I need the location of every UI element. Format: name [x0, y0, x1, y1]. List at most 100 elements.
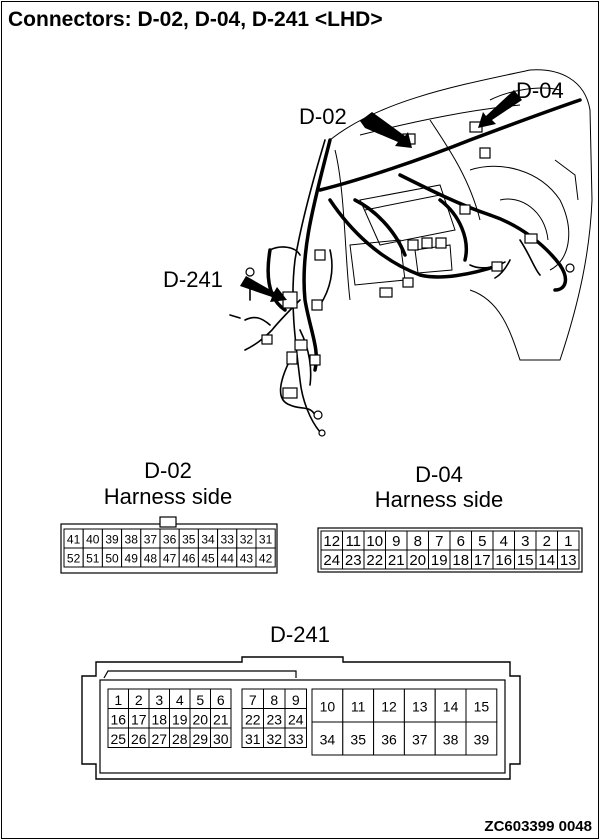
d02-pin: 42: [259, 552, 273, 566]
d241-left-pin: 21: [213, 711, 229, 727]
d241-left-pin: 20: [192, 711, 208, 727]
d04-pin: 24: [323, 552, 340, 569]
d241-left-pin: 29: [192, 731, 208, 747]
d02-pin: 44: [221, 552, 235, 566]
d241-left-pin: 16: [110, 711, 126, 727]
d241-left-pin: 26: [131, 731, 147, 747]
harness-illustration: [229, 69, 593, 437]
arrow-d02: [360, 112, 412, 148]
d04-pin: 4: [500, 533, 508, 550]
callout-d02: D-02: [299, 104, 347, 129]
d241-right-pin: 10: [320, 699, 336, 715]
d241-left-pin: 5: [196, 692, 204, 708]
d241-mid-cell: [284, 727, 307, 748]
d04-cell: [557, 549, 580, 570]
d04-pin: 23: [345, 552, 362, 569]
d241-mid-pin: 32: [266, 731, 282, 747]
d241-left-pin: 18: [151, 711, 167, 727]
d04-pin: 19: [431, 552, 448, 569]
d241-inner: [99, 679, 506, 774]
d241-right-pin: 39: [474, 732, 490, 748]
d02-latch: [159, 516, 177, 528]
d241-left-pin: 1: [114, 692, 122, 708]
d241-left-pin: 2: [135, 692, 143, 708]
d02-pin: 46: [182, 552, 196, 566]
d02-pin: 37: [144, 533, 158, 547]
d241-mid-pin: 33: [288, 731, 304, 747]
d241-left-pin: 6: [217, 692, 225, 708]
d241-right-pin: 15: [474, 699, 490, 715]
callout-d241: D-241: [163, 267, 223, 292]
d04-pin: 12: [323, 533, 340, 550]
d241-mid-pin: 8: [270, 692, 278, 708]
d04-pin: 13: [560, 552, 577, 569]
d241-name: D-241: [270, 622, 330, 647]
d241-right-pin: 12: [381, 699, 397, 715]
d241-mid-pin: 9: [292, 692, 300, 708]
d241-right-cell: [465, 721, 498, 756]
d04-pin: 15: [517, 552, 534, 569]
d04-pin: 5: [478, 533, 486, 550]
d241-right-pin: 38: [443, 732, 459, 748]
d241-left-pin: 17: [131, 711, 147, 727]
d04-pin: 9: [392, 533, 400, 550]
d241-left-pin: 25: [110, 731, 126, 747]
d241-left-pin: 27: [151, 731, 167, 747]
d02-side-label: Harness side: [103, 484, 233, 509]
d241-left-cell: [210, 727, 232, 748]
d02-pin: 35: [182, 533, 196, 547]
d241-mid-pin: 31: [245, 731, 261, 747]
d241-mid-pin: 22: [245, 711, 261, 727]
d02-pin: 32: [240, 533, 254, 547]
d04-pin: 3: [521, 533, 529, 550]
figure-code: ZC603399 0048: [484, 818, 592, 835]
d241-mid-pin: 24: [288, 711, 304, 727]
d241-right-pin: 13: [412, 699, 428, 715]
d241-left-pin: 28: [172, 731, 188, 747]
d241-right-cell: [311, 721, 344, 756]
d241-key: [103, 670, 297, 679]
arrow-d04: [478, 90, 522, 128]
d04-pin: 11: [345, 533, 361, 550]
d04-pin: 22: [366, 552, 383, 569]
d02-pin: 34: [201, 533, 215, 547]
page-title: Connectors: D-02, D-04, D-241 <LHD>: [8, 8, 383, 31]
d04-pin: 2: [543, 533, 551, 550]
d241-right-pin: 35: [350, 732, 366, 748]
d241-left-pin: 19: [172, 711, 188, 727]
d02-pin: 45: [201, 552, 215, 566]
d04-pin: 18: [452, 552, 469, 569]
d04-name: D-04: [415, 462, 463, 487]
d241-mid-pin: 23: [266, 711, 282, 727]
d04-pin: 20: [409, 552, 426, 569]
d02-name: D-02: [144, 458, 192, 483]
d02-pin: 51: [86, 552, 100, 566]
d241-right-pin: 36: [381, 732, 397, 748]
d241-left-pin: 30: [213, 731, 229, 747]
d02-pin: 48: [144, 552, 158, 566]
d02-pin: 31: [259, 533, 273, 547]
d02-pin: 49: [125, 552, 139, 566]
d241-right-pin: 37: [412, 732, 428, 748]
d241-left-pin: 4: [176, 692, 184, 708]
d04-pin: 21: [388, 552, 405, 569]
d04-pin: 7: [435, 533, 443, 550]
d04-pin: 10: [366, 533, 383, 550]
callout-d04: D-04: [516, 78, 564, 103]
d241-right-pin: 14: [443, 699, 459, 715]
d02-pin: 38: [125, 533, 139, 547]
d02-pin: 41: [67, 533, 81, 547]
d04-pin: 6: [457, 533, 465, 550]
d02-pin: 33: [221, 533, 235, 547]
d02-pin: 40: [86, 533, 100, 547]
d04-pin: 1: [564, 533, 572, 550]
arrow-d241: [240, 276, 287, 302]
d02-pin: 39: [105, 533, 119, 547]
d02-pin: 43: [240, 552, 254, 566]
d04-pin: 14: [538, 552, 555, 569]
d241-right-pin: 11: [351, 699, 366, 715]
d241-right-cell: [342, 688, 375, 723]
d04-side-label: Harness side: [374, 487, 504, 512]
